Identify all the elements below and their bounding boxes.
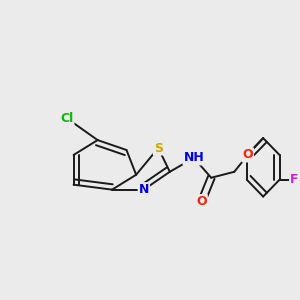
Text: Cl: Cl (60, 112, 74, 125)
Text: F: F (290, 173, 298, 186)
Text: O: O (196, 195, 207, 208)
Text: NH: NH (184, 152, 204, 164)
Text: O: O (242, 148, 253, 161)
Text: N: N (139, 183, 149, 196)
Text: S: S (154, 142, 163, 154)
